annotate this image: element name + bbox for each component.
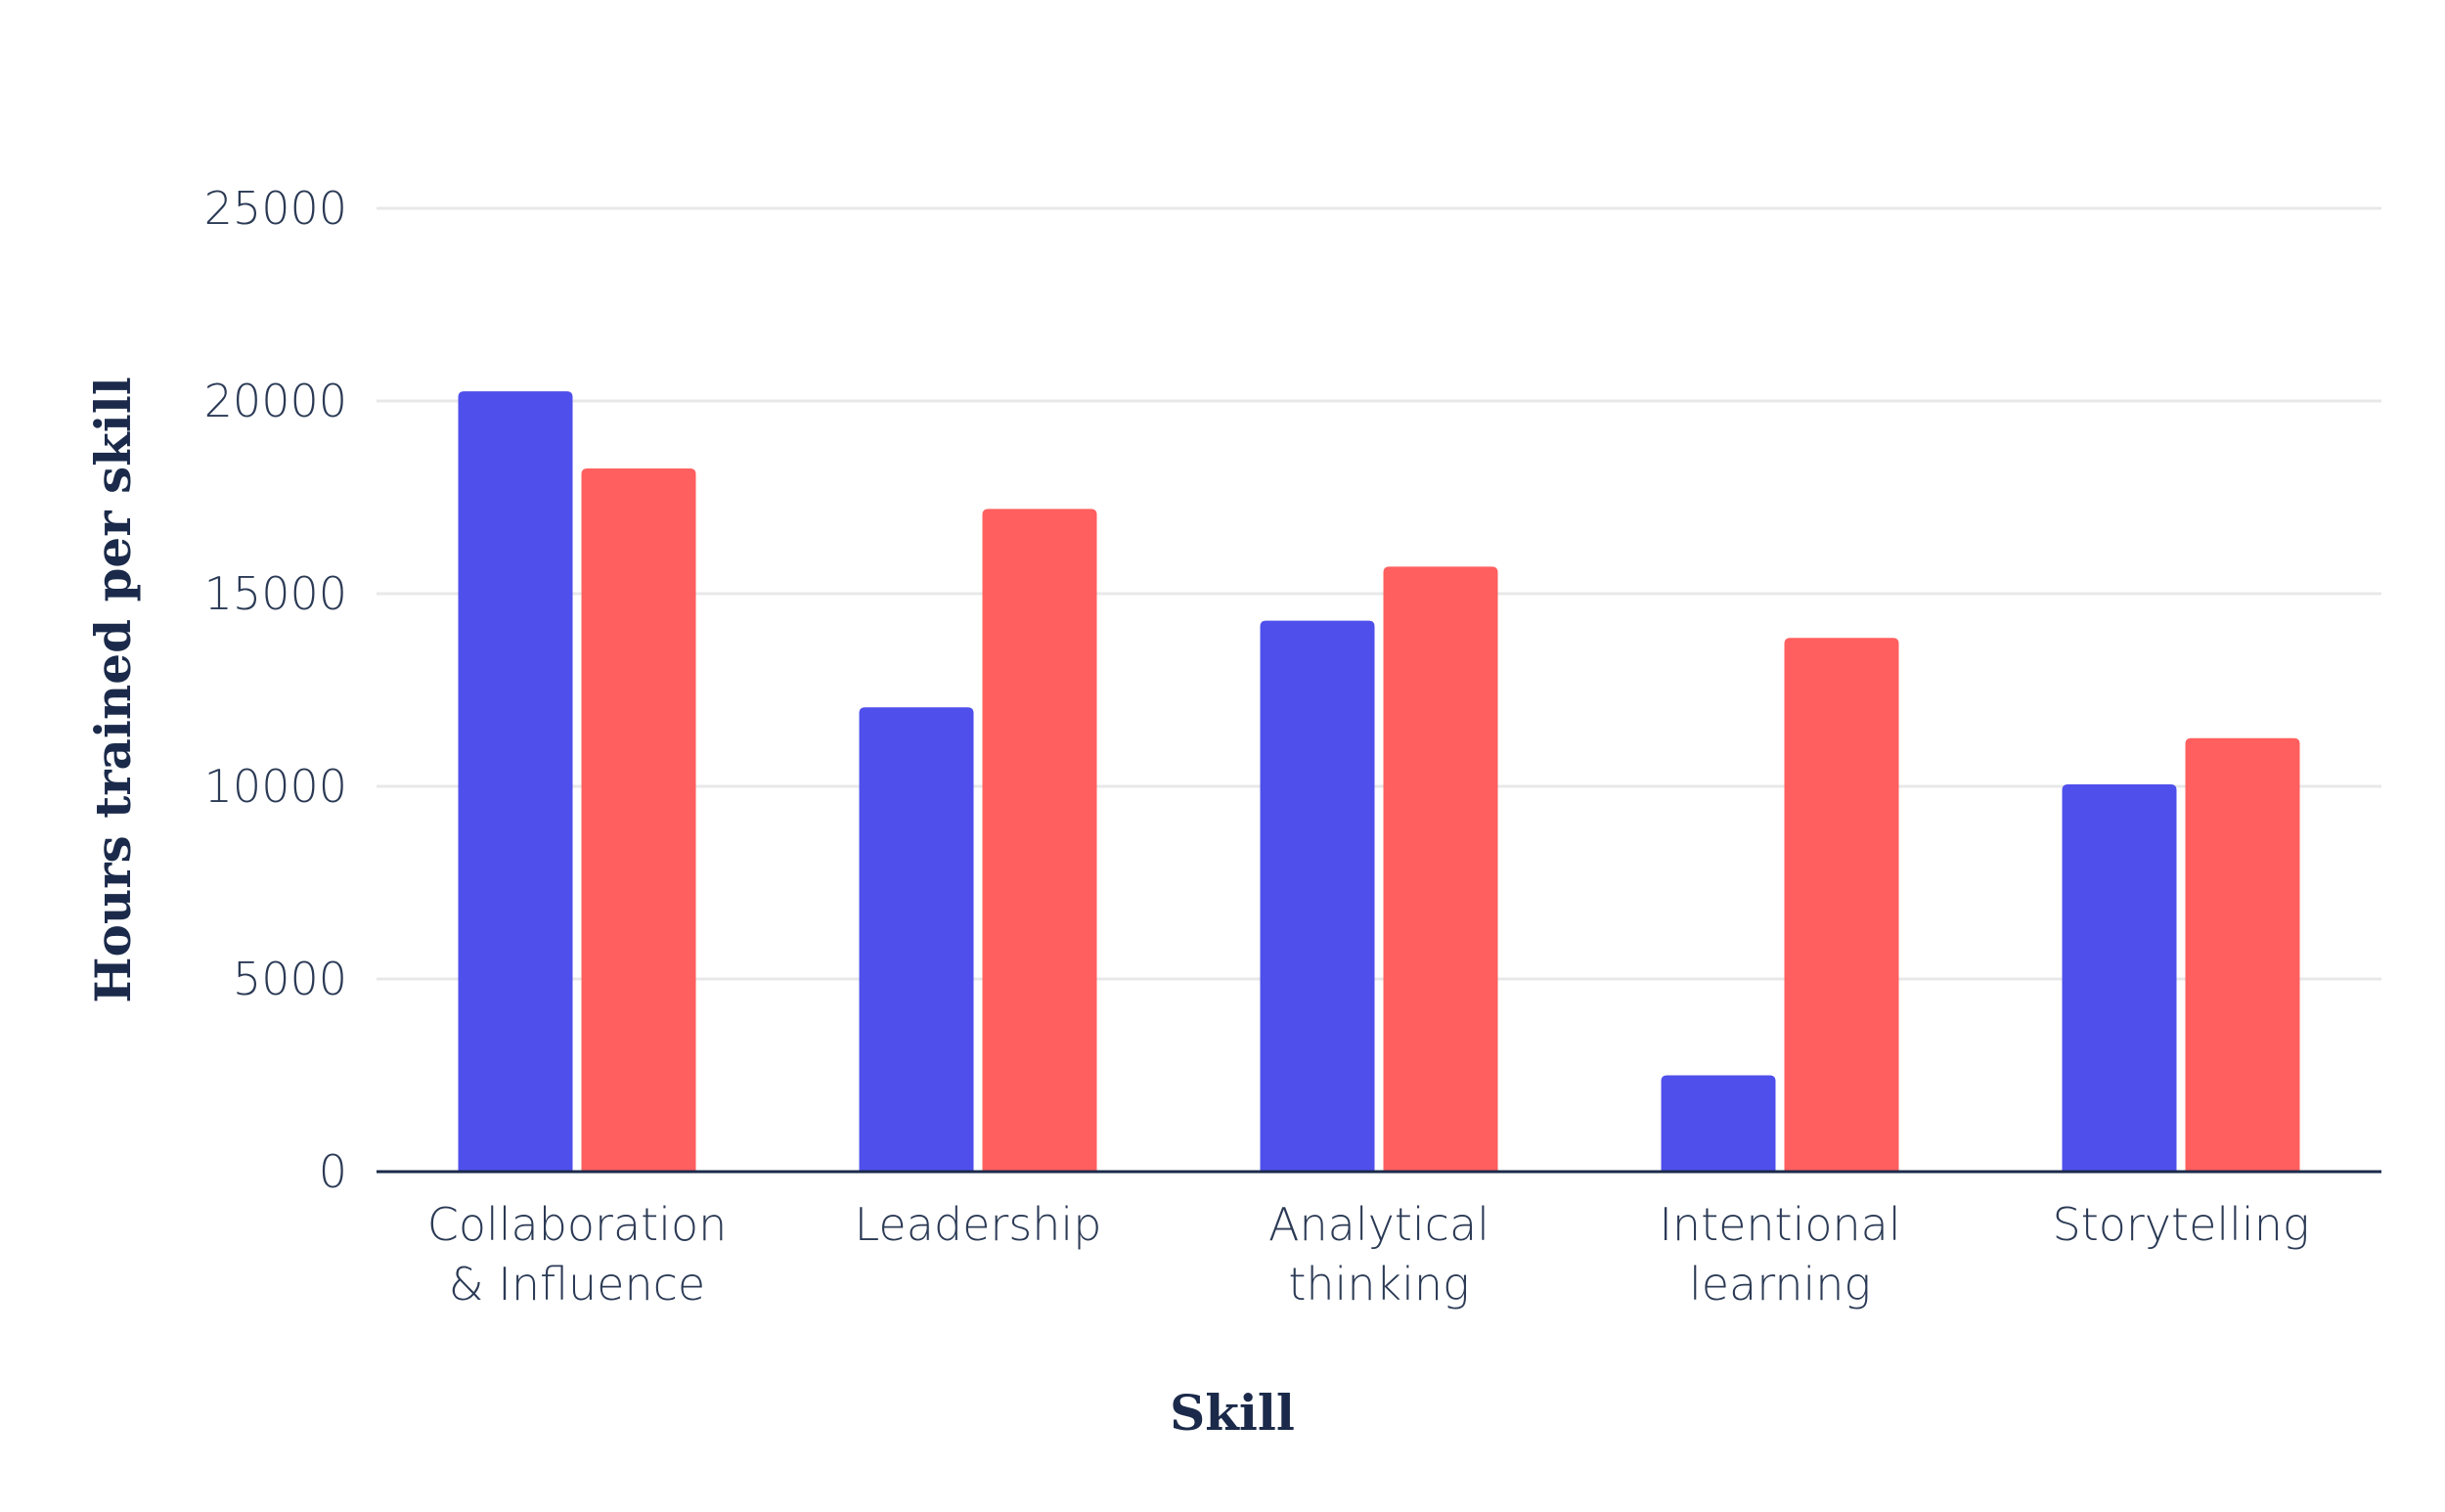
- x-tick-label: Leadership: [855, 1198, 1102, 1251]
- bar: [458, 391, 573, 1172]
- bar: [1784, 638, 1899, 1172]
- x-axis-title: Skill: [1170, 1384, 1295, 1442]
- x-tick-label: Intentional learning: [1659, 1198, 1900, 1311]
- bar: [581, 467, 696, 1172]
- y-tick-labels: 0 5000 10000 15000 20000 25000: [204, 182, 347, 1198]
- y-tick-label: 5000: [233, 953, 347, 1005]
- x-tick-labels: Collaboration & Influence Leadership Analyt…: [427, 1198, 2310, 1311]
- y-tick-label: 20000: [204, 375, 347, 427]
- bar: [1661, 1075, 1776, 1172]
- bars: [458, 391, 2300, 1172]
- y-axis-title: Hours trained per skill: [84, 377, 142, 1003]
- x-tick-label: Analytical thinking: [1268, 1198, 1489, 1311]
- bar: [1383, 566, 1498, 1172]
- x-tick-label: Collaboration & Influence: [427, 1198, 728, 1311]
- y-tick-label: 15000: [204, 567, 347, 620]
- bar: [2062, 784, 2177, 1172]
- x-tick-label: Storytelling: [2053, 1198, 2310, 1251]
- bar: [1260, 620, 1375, 1172]
- bar: [982, 509, 1097, 1172]
- bar: [859, 707, 974, 1172]
- bar: [2185, 737, 2300, 1172]
- gridlines: [377, 206, 2381, 981]
- y-tick-label: 0: [319, 1145, 347, 1198]
- y-tick-label: 25000: [204, 182, 347, 235]
- y-tick-label: 10000: [204, 760, 347, 813]
